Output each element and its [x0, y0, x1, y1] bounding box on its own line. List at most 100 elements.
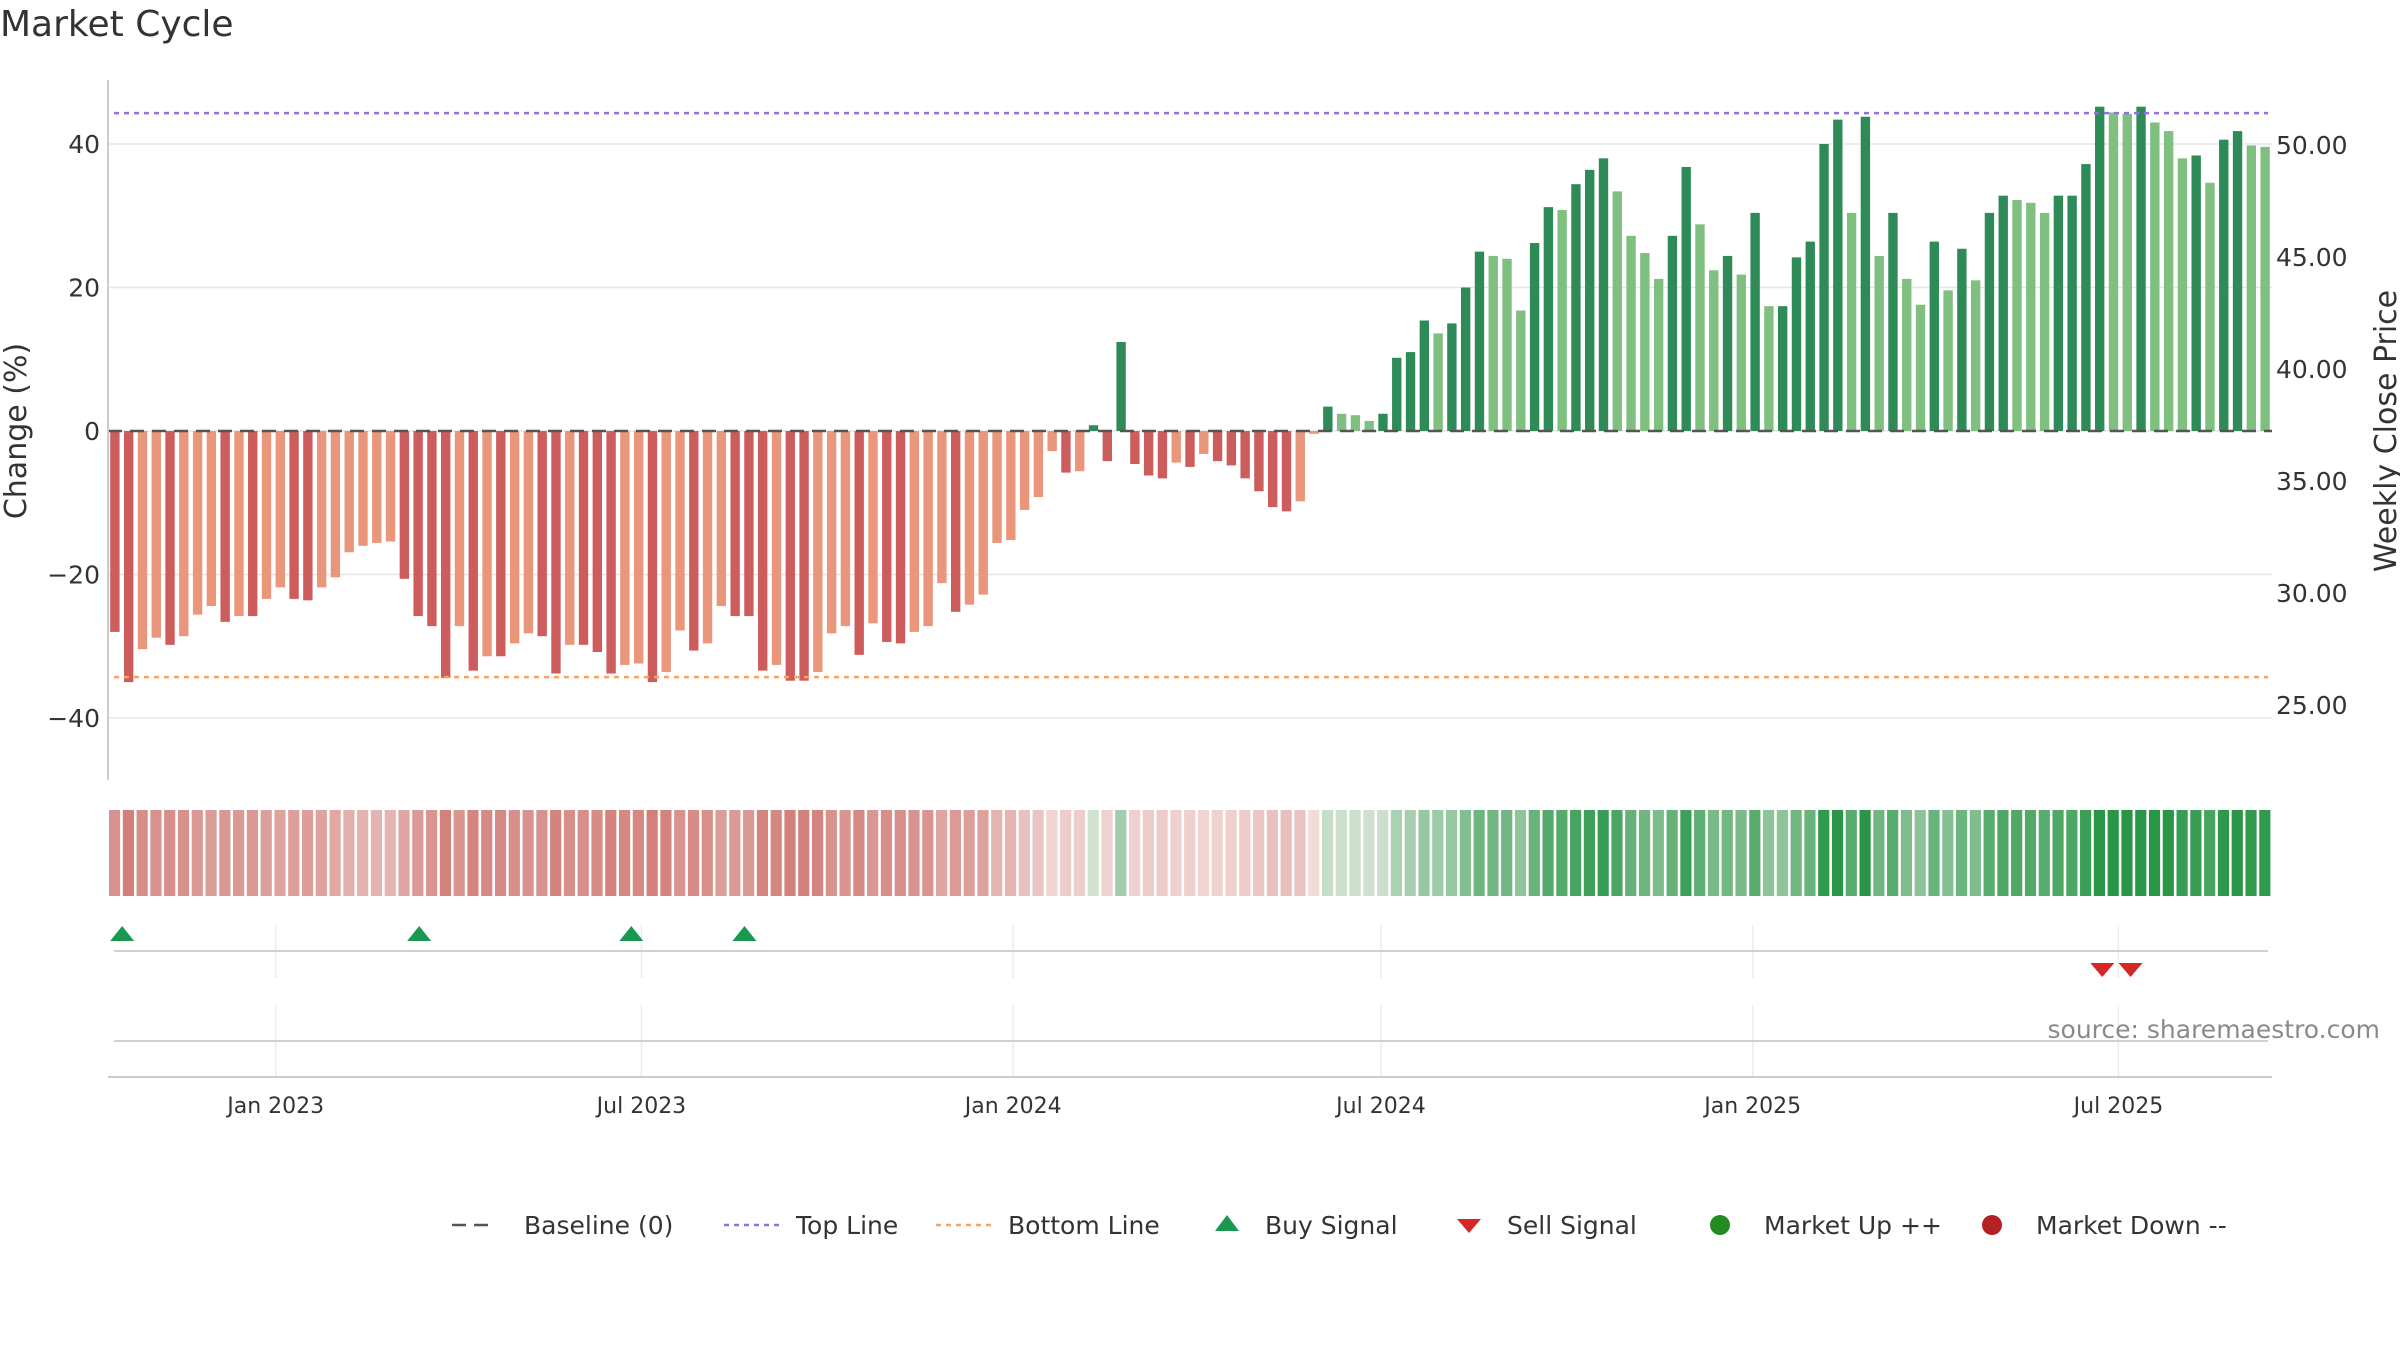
heat-strip-cell	[632, 810, 644, 896]
bar	[2081, 164, 2091, 431]
bar	[1819, 144, 1829, 431]
bar	[1722, 255, 1733, 431]
bar	[110, 431, 120, 632]
heat-strip-cell	[1197, 810, 1210, 896]
bar	[675, 431, 685, 631]
heat-strip-cell	[136, 810, 148, 896]
heat-strip-cell	[591, 810, 603, 896]
bar	[1157, 431, 1168, 479]
bar	[275, 431, 285, 588]
heat-strip-cell	[494, 810, 507, 896]
bar	[1612, 191, 1622, 431]
heat-strip-cell	[1983, 810, 1995, 896]
heat-strip-cell	[1969, 810, 1981, 896]
bar	[1364, 420, 1374, 431]
heat-strip-cell	[2011, 810, 2023, 896]
legend-label: Market Up ++	[1764, 1211, 1942, 1240]
legend-label: Top Line	[795, 1211, 898, 1240]
bar	[2012, 199, 2022, 431]
bar	[826, 431, 837, 634]
legend-market-down-dot-icon	[1982, 1215, 2002, 1235]
bar	[551, 431, 561, 674]
heat-strip-cell	[1432, 810, 1444, 896]
heat-strip-cell	[991, 810, 1003, 896]
heat-strip-cell	[522, 810, 534, 896]
y-axis-label-left: Change (%)	[0, 343, 34, 519]
bar	[799, 431, 809, 681]
x-tick-label: Jan 2023	[225, 1094, 324, 1119]
bar	[1929, 241, 1939, 431]
bar	[1970, 280, 1981, 431]
heat-strip-cell	[2259, 810, 2271, 896]
heat-strip-cell	[1349, 810, 1361, 896]
bar	[427, 431, 437, 627]
heat-strip-cell	[2135, 810, 2147, 896]
bar	[1323, 406, 1333, 431]
bar	[1543, 207, 1554, 431]
y-tick-label-right: 45.00	[2276, 243, 2348, 272]
bar	[882, 431, 892, 642]
bar	[1281, 431, 1292, 512]
bar	[1405, 352, 1416, 431]
bar	[1902, 278, 1912, 431]
bar	[1006, 431, 1016, 541]
bar	[1736, 274, 1747, 431]
bars	[110, 106, 2270, 683]
axes: 40 20 0 −20 −40 50.00 45.00 40.00 35.00 30.00 25.0…	[47, 80, 2348, 1119]
heat-strip-cell	[756, 810, 768, 896]
heat-strip-cell	[577, 810, 589, 896]
bar	[358, 431, 368, 546]
bar	[1846, 212, 1857, 431]
heat-strip	[109, 810, 2271, 896]
legend-label: Market Down --	[2036, 1211, 2227, 1240]
heat-strip-cell	[1611, 810, 1623, 896]
x-tick-label: Jul 2023	[595, 1094, 687, 1119]
legend-label: Sell Signal	[1507, 1211, 1637, 1240]
legend-label: Baseline (0)	[524, 1211, 673, 1240]
heat-strip-cell	[2231, 810, 2243, 896]
bar	[1653, 278, 1664, 431]
bar	[1667, 235, 1678, 431]
bar	[2246, 145, 2257, 431]
heat-strip-cell	[233, 810, 245, 896]
bar	[633, 431, 644, 664]
heat-strip-cell	[426, 810, 438, 896]
bar	[785, 431, 795, 681]
heat-strip-cell	[453, 810, 465, 896]
heat-strip-cell	[660, 810, 672, 896]
bar	[496, 431, 506, 657]
legend-item: Market Up ++	[1710, 1211, 1942, 1240]
bar	[123, 431, 134, 683]
bar	[1143, 431, 1154, 476]
heat-strip-cell	[2217, 810, 2230, 896]
heat-strip-cell	[1363, 810, 1375, 896]
heat-strip-cell	[1652, 810, 1664, 896]
reference-lines	[108, 111, 2272, 679]
bar	[1888, 212, 1898, 431]
heat-strip-cell	[2176, 810, 2188, 896]
bar	[2053, 195, 2064, 431]
heat-strip-cell	[715, 810, 727, 896]
heat-strip-cell	[674, 810, 686, 896]
legend-item: Sell Signal	[1457, 1211, 1637, 1240]
bar	[1598, 158, 1609, 431]
bar	[1392, 357, 1402, 431]
heat-strip-cell	[1418, 810, 1430, 896]
heat-strip-cell	[398, 810, 410, 896]
bar	[1915, 304, 1926, 431]
bar	[1860, 116, 1871, 432]
bar	[289, 431, 299, 599]
heat-strip-cell	[784, 810, 796, 896]
bar	[923, 431, 933, 627]
heat-strip-cell	[315, 810, 327, 896]
heat-strip-cell	[1666, 810, 1678, 896]
heat-strip-cell	[122, 810, 134, 896]
heat-strip-cell	[164, 810, 176, 896]
bar	[771, 431, 782, 665]
bar	[1199, 431, 1209, 454]
heat-strip-cell	[2204, 810, 2216, 896]
heat-strip-cell	[1955, 810, 1968, 896]
y-tick-label-left: 0	[84, 417, 100, 446]
heat-strip-cell	[922, 810, 934, 896]
